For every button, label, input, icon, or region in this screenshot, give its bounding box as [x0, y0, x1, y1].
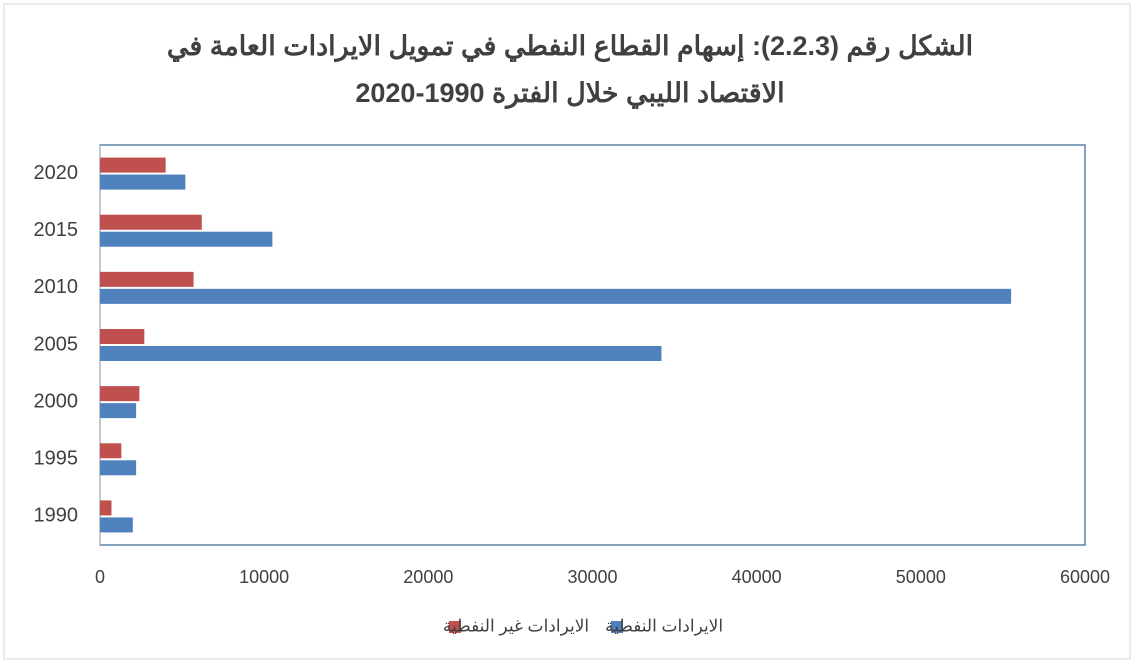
y-tick-label: 2015: [34, 219, 79, 241]
y-tick-label: 2010: [34, 276, 79, 298]
legend-label: الايرادات غير النفطية: [443, 616, 589, 636]
bar: [100, 517, 133, 533]
bar: [100, 329, 145, 344]
bar: [100, 157, 166, 173]
y-tick-label: 1990: [34, 505, 79, 527]
x-tick-label: 30000: [567, 567, 617, 587]
x-tick-label: 20000: [403, 567, 453, 587]
legend-swatch: [611, 621, 623, 633]
chart-title: الشكل رقم (2.2.3): إسهام القطاع النفطي ف…: [167, 31, 973, 63]
x-tick-label: 10000: [239, 567, 289, 587]
bar: [100, 231, 273, 247]
legend-label: الايرادات النفطية: [605, 616, 723, 636]
legend-swatch: [448, 621, 461, 633]
bar: [100, 443, 122, 459]
bar: [100, 271, 194, 287]
bar: [100, 460, 137, 476]
y-tick-label: 1995: [34, 448, 79, 470]
bar: [100, 403, 137, 419]
bar: [100, 386, 140, 402]
bar: [100, 346, 662, 361]
x-tick-label: 60000: [1060, 567, 1110, 587]
x-tick-label: 0: [95, 567, 105, 587]
bar: [100, 174, 186, 190]
chart-title: الاقتصاد الليبي خلال الفترة 1990-2020: [355, 78, 784, 110]
x-tick-label: 50000: [896, 567, 946, 587]
bar: [100, 288, 1012, 304]
bar: [100, 500, 112, 516]
y-tick-label: 2020: [34, 162, 79, 184]
y-tick-label: 2000: [34, 390, 79, 412]
chart-frame: [3, 3, 1131, 660]
y-tick-label: 2005: [34, 333, 79, 355]
bar: [100, 214, 202, 230]
x-tick-label: 40000: [732, 567, 782, 587]
